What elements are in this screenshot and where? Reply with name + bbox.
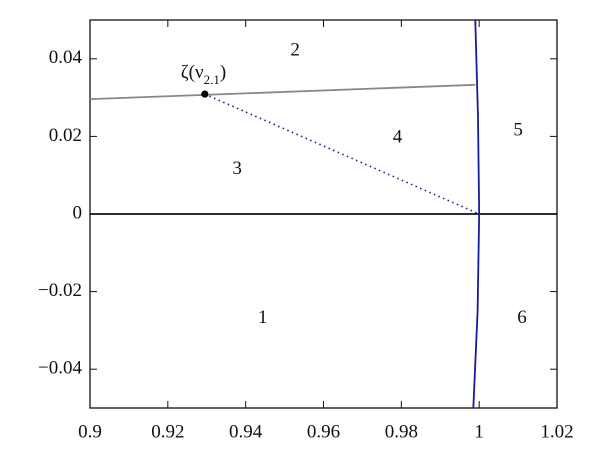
annotation-part: ζ(ν (181, 62, 204, 83)
y-tick-label: 0 (73, 202, 83, 223)
x-tick-label: 1 (474, 421, 484, 442)
x-tick-label: 0.92 (151, 421, 184, 442)
annotation-part: ) (220, 62, 226, 83)
curve (89, 83, 476, 101)
annotation-part: 2.1 (204, 73, 220, 88)
region-label: 4 (393, 127, 403, 148)
curve (472, 19, 481, 409)
x-tick-label: 0.9 (78, 421, 102, 442)
x-tick-label: 0.96 (307, 421, 340, 442)
point (201, 90, 209, 98)
y-tick-label: −0.02 (38, 280, 82, 301)
annotation: ζ(ν2.1) (181, 62, 226, 87)
x-tick-label: 0.98 (385, 421, 418, 442)
x-tick-label: 0.94 (229, 421, 263, 442)
y-tick-label: 0.04 (49, 47, 83, 68)
region-label: 2 (290, 39, 300, 60)
region-label: 1 (258, 307, 268, 328)
curve (204, 93, 480, 215)
region-label: 3 (232, 158, 242, 179)
region-label: 6 (517, 307, 527, 328)
y-tick-label: 0.02 (49, 125, 82, 146)
x-tick-label: 1.02 (540, 421, 573, 442)
region-label: 5 (513, 120, 523, 141)
y-tick-label: −0.04 (38, 358, 82, 379)
